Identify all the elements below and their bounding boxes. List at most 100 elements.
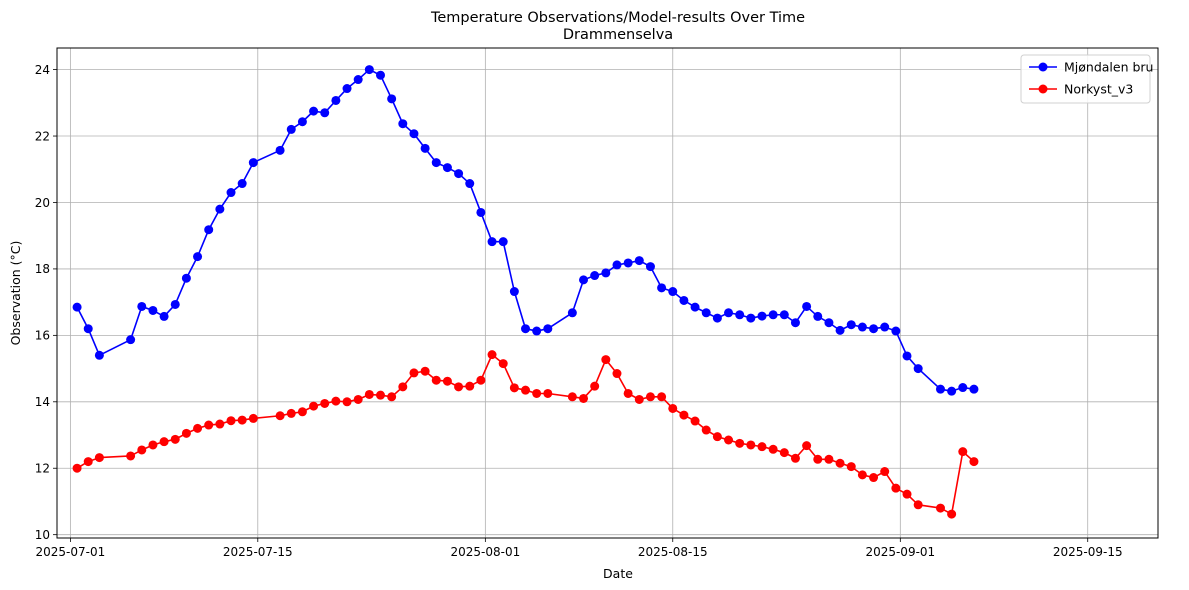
data-point-norkyst-v3	[204, 420, 214, 430]
data-point-mjondalen-bru	[320, 108, 330, 118]
data-point-norkyst-v3	[275, 411, 285, 421]
data-point-mjondalen-bru	[387, 94, 397, 104]
data-point-norkyst-v3	[757, 442, 767, 452]
y-axis-ticks: 10 12 14 16 18 20 22 24	[35, 63, 57, 542]
data-point-norkyst-v3	[237, 415, 247, 425]
data-point-norkyst-v3	[969, 457, 979, 467]
y-axis-label: Observation (°C)	[8, 241, 23, 346]
data-point-norkyst-v3	[509, 383, 519, 393]
data-point-norkyst-v3	[226, 416, 236, 426]
data-point-norkyst-v3	[869, 473, 879, 483]
data-point-mjondalen-bru	[170, 299, 180, 309]
y-tick-label: 22	[35, 129, 50, 143]
data-point-mjondalen-bru	[521, 324, 531, 334]
data-point-norkyst-v3	[891, 483, 901, 493]
data-point-mjondalen-bru	[193, 252, 203, 262]
series-norkyst-v3	[72, 350, 979, 519]
data-point-mjondalen-bru	[331, 95, 341, 105]
data-point-norkyst-v3	[645, 392, 655, 402]
data-point-norkyst-v3	[590, 381, 600, 391]
data-point-norkyst-v3	[802, 441, 812, 451]
data-point-norkyst-v3	[126, 451, 136, 461]
x-axis-label: Date	[603, 566, 633, 581]
chart-subtitle: Drammenselva	[563, 27, 673, 43]
data-point-mjondalen-bru	[612, 260, 622, 270]
series-mjondalen-bru	[72, 65, 979, 396]
data-point-mjondalen-bru	[579, 275, 589, 285]
data-point-norkyst-v3	[137, 445, 147, 455]
data-point-mjondalen-bru	[431, 158, 441, 168]
data-point-norkyst-v3	[72, 463, 82, 473]
data-point-norkyst-v3	[567, 392, 577, 402]
data-point-norkyst-v3	[476, 375, 486, 385]
data-point-mjondalen-bru	[248, 158, 258, 168]
data-point-norkyst-v3	[387, 392, 397, 402]
x-tick-label: 2025-08-01	[450, 545, 520, 559]
data-point-mjondalen-bru	[543, 324, 553, 334]
data-point-norkyst-v3	[431, 375, 441, 385]
data-point-mjondalen-bru	[181, 273, 191, 283]
data-point-mjondalen-bru	[83, 324, 93, 334]
data-point-norkyst-v3	[170, 434, 180, 444]
data-point-norkyst-v3	[790, 453, 800, 463]
y-tick-label: 12	[35, 462, 50, 476]
x-tick-label: 2025-09-01	[865, 545, 935, 559]
data-point-mjondalen-bru	[137, 301, 147, 311]
data-point-mjondalen-bru	[498, 237, 508, 247]
x-axis-ticks: 2025-07-01 2025-07-15 2025-08-01 2025-08-15…	[36, 538, 1123, 559]
data-point-mjondalen-bru	[309, 106, 319, 116]
data-point-norkyst-v3	[297, 407, 307, 417]
data-point-mjondalen-bru	[757, 311, 767, 321]
y-tick-label: 18	[35, 262, 50, 276]
x-tick-label: 2025-07-01	[36, 545, 106, 559]
data-point-norkyst-v3	[320, 398, 330, 408]
data-point-mjondalen-bru	[148, 305, 158, 315]
data-point-mjondalen-bru	[623, 258, 633, 268]
data-point-mjondalen-bru	[590, 271, 600, 281]
y-tick-label: 14	[35, 395, 50, 409]
data-point-norkyst-v3	[148, 440, 158, 450]
data-point-mjondalen-bru	[126, 335, 136, 345]
data-point-norkyst-v3	[902, 489, 912, 499]
legend-label-norkyst-v3: Norkyst_v3	[1064, 82, 1133, 97]
data-point-norkyst-v3	[215, 419, 225, 429]
data-point-norkyst-v3	[579, 393, 589, 403]
legend-marker-mjondalen-bru	[1038, 62, 1048, 72]
data-point-norkyst-v3	[679, 410, 689, 420]
data-point-mjondalen-bru	[487, 237, 497, 247]
data-point-norkyst-v3	[623, 388, 633, 398]
data-point-mjondalen-bru	[297, 117, 307, 127]
data-point-mjondalen-bru	[398, 119, 408, 129]
data-point-mjondalen-bru	[802, 301, 812, 311]
data-point-mjondalen-bru	[94, 350, 104, 360]
data-point-mjondalen-bru	[857, 322, 867, 332]
data-point-mjondalen-bru	[601, 268, 611, 278]
data-point-norkyst-v3	[364, 389, 374, 399]
data-point-norkyst-v3	[935, 503, 945, 513]
data-point-mjondalen-bru	[668, 287, 678, 297]
data-point-norkyst-v3	[813, 454, 823, 464]
data-point-norkyst-v3	[735, 438, 745, 448]
plot-area-frame	[56, 47, 1159, 539]
data-point-mjondalen-bru	[226, 188, 236, 198]
data-point-norkyst-v3	[947, 509, 957, 519]
y-tick-label: 10	[35, 528, 50, 542]
data-point-mjondalen-bru	[567, 308, 577, 318]
data-point-norkyst-v3	[487, 350, 497, 360]
data-point-mjondalen-bru	[824, 318, 834, 328]
data-point-mjondalen-bru	[645, 262, 655, 272]
data-point-norkyst-v3	[601, 355, 611, 365]
data-point-norkyst-v3	[248, 413, 258, 423]
x-tick-label: 2025-08-15	[638, 545, 708, 559]
data-point-norkyst-v3	[634, 394, 644, 404]
data-point-norkyst-v3	[779, 448, 789, 458]
data-point-mjondalen-bru	[813, 311, 823, 321]
data-point-norkyst-v3	[454, 382, 464, 392]
data-point-mjondalen-bru	[215, 204, 225, 214]
data-point-norkyst-v3	[612, 369, 622, 379]
data-point-norkyst-v3	[94, 453, 104, 463]
data-point-mjondalen-bru	[768, 310, 778, 320]
data-point-norkyst-v3	[880, 467, 890, 477]
